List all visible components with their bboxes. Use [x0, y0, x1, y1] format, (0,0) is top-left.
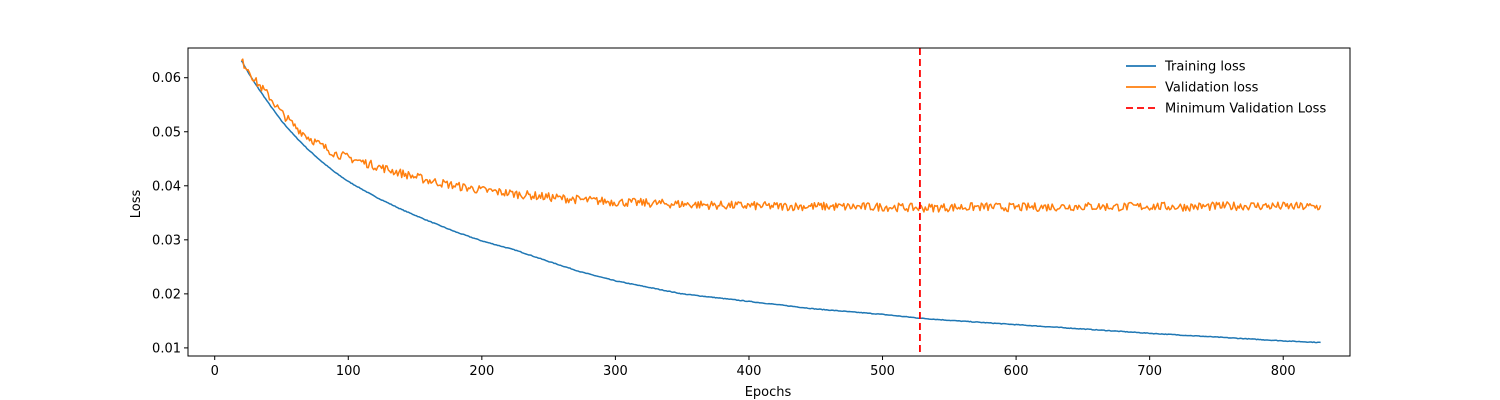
y-tick-label: 0.02 [152, 287, 181, 302]
y-tick-label: 0.06 [152, 71, 181, 86]
y-tick-label: 0.03 [152, 233, 181, 248]
y-tick-label: 0.05 [152, 125, 181, 140]
x-tick-label: 400 [737, 364, 762, 379]
x-axis: 0 100 200 300 400 500 600 700 800 [211, 356, 1296, 379]
y-axis-label: Loss [129, 190, 144, 219]
training-loss-line [240, 60, 1321, 344]
x-tick-label: 600 [1004, 364, 1029, 379]
legend: Training loss Validation loss Minimum Vali… [1126, 60, 1326, 117]
x-tick-label: 0 [211, 364, 219, 379]
legend-label-minimum-validation-loss: Minimum Validation Loss [1165, 102, 1326, 117]
x-axis-label: Epochs [745, 385, 792, 400]
x-tick-label: 800 [1271, 364, 1296, 379]
plot-frame [187, 47, 1351, 357]
x-tick-label: 700 [1137, 364, 1162, 379]
y-tick-label: 0.04 [152, 179, 181, 194]
legend-label-training-loss: Training loss [1164, 60, 1246, 75]
y-axis: 0.01 0.02 0.03 0.04 0.05 0.06 [152, 71, 188, 356]
y-tick-label: 0.01 [152, 341, 181, 356]
legend-label-validation-loss: Validation loss [1165, 81, 1259, 96]
validation-loss-line [240, 58, 1322, 213]
x-tick-label: 100 [336, 364, 361, 379]
x-tick-label: 500 [870, 364, 895, 379]
chart-marks [240, 48, 1322, 356]
x-tick-label: 300 [603, 364, 628, 379]
x-tick-label: 200 [469, 364, 494, 379]
